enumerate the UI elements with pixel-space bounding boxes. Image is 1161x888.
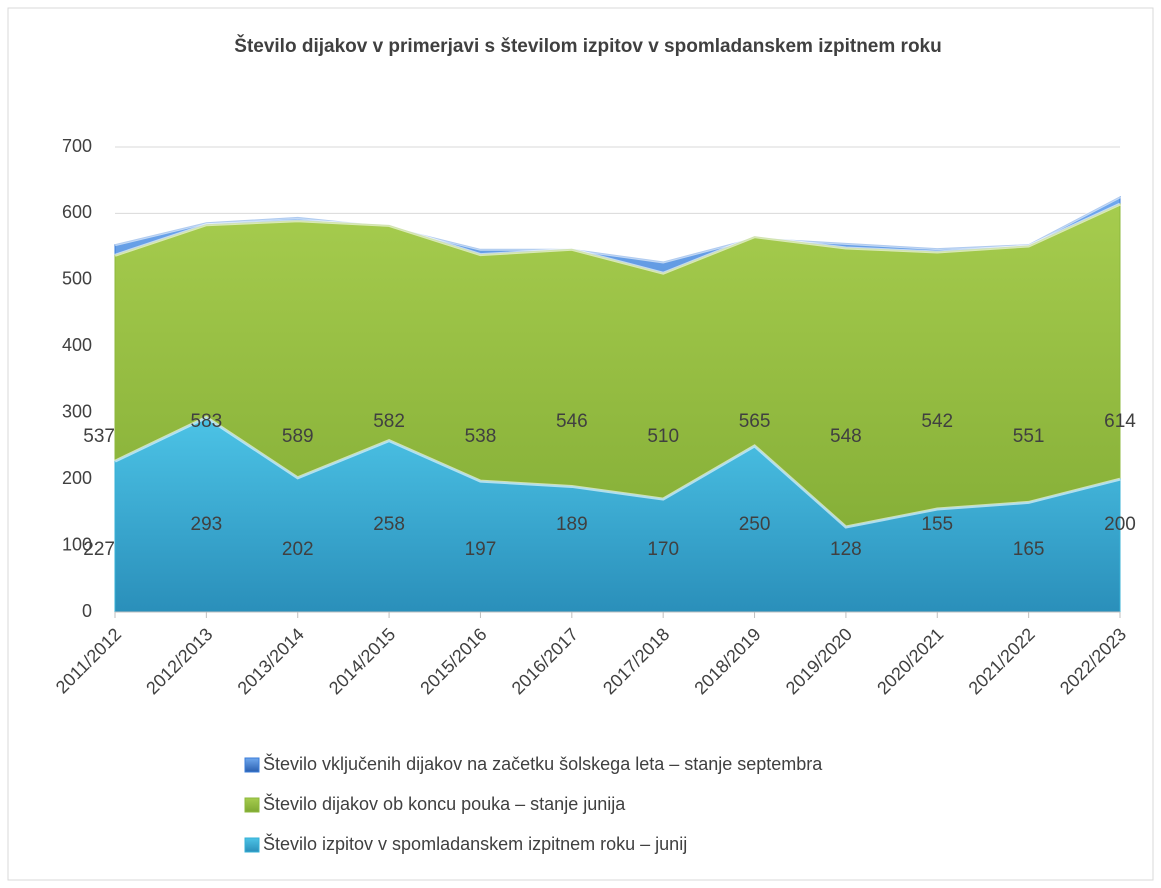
data-label: 250 xyxy=(739,514,771,535)
y-tick-label: 0 xyxy=(82,601,92,621)
data-label: 542 xyxy=(921,411,953,432)
data-label: 537 xyxy=(83,426,115,447)
data-label: 258 xyxy=(373,514,405,535)
data-label: 583 xyxy=(191,411,223,432)
data-label: 227 xyxy=(83,539,115,560)
legend-label: Število izpitov v spomladanskem izpitnem… xyxy=(263,833,687,854)
y-tick-label: 300 xyxy=(62,401,92,421)
data-label: 589 xyxy=(282,426,314,447)
data-label: 165 xyxy=(1013,539,1045,560)
legend-label: Število vključenih dijakov na začetku šo… xyxy=(263,753,823,774)
data-label: 582 xyxy=(373,411,405,432)
data-label: 510 xyxy=(647,426,679,447)
data-label: 128 xyxy=(830,539,862,560)
chart-title: Število dijakov v primerjavi s številom … xyxy=(234,35,941,57)
data-label: 202 xyxy=(282,539,314,560)
data-label: 565 xyxy=(739,411,771,432)
legend-label: Število dijakov ob koncu pouka – stanje … xyxy=(263,793,626,814)
data-label: 189 xyxy=(556,514,588,535)
data-label: 546 xyxy=(556,411,588,432)
y-tick-label: 100 xyxy=(62,534,92,554)
data-label: 293 xyxy=(191,514,223,535)
legend-swatch xyxy=(244,837,260,853)
y-tick-label: 700 xyxy=(62,136,92,156)
data-label: 200 xyxy=(1104,514,1136,535)
legend-swatch xyxy=(244,757,260,773)
data-label: 538 xyxy=(465,426,497,447)
data-label: 170 xyxy=(647,539,679,560)
y-tick-label: 500 xyxy=(62,269,92,289)
legend-swatch xyxy=(244,797,260,813)
data-label: 548 xyxy=(830,426,862,447)
y-tick-label: 600 xyxy=(62,202,92,222)
data-label: 155 xyxy=(921,514,953,535)
y-tick-label: 200 xyxy=(62,468,92,488)
area-edge xyxy=(114,202,1121,275)
data-label: 551 xyxy=(1013,426,1045,447)
area-edge xyxy=(114,195,1121,264)
area-edge xyxy=(114,415,1121,529)
data-label: 614 xyxy=(1104,411,1136,432)
y-tick-label: 400 xyxy=(62,335,92,355)
data-label: 197 xyxy=(465,539,497,560)
